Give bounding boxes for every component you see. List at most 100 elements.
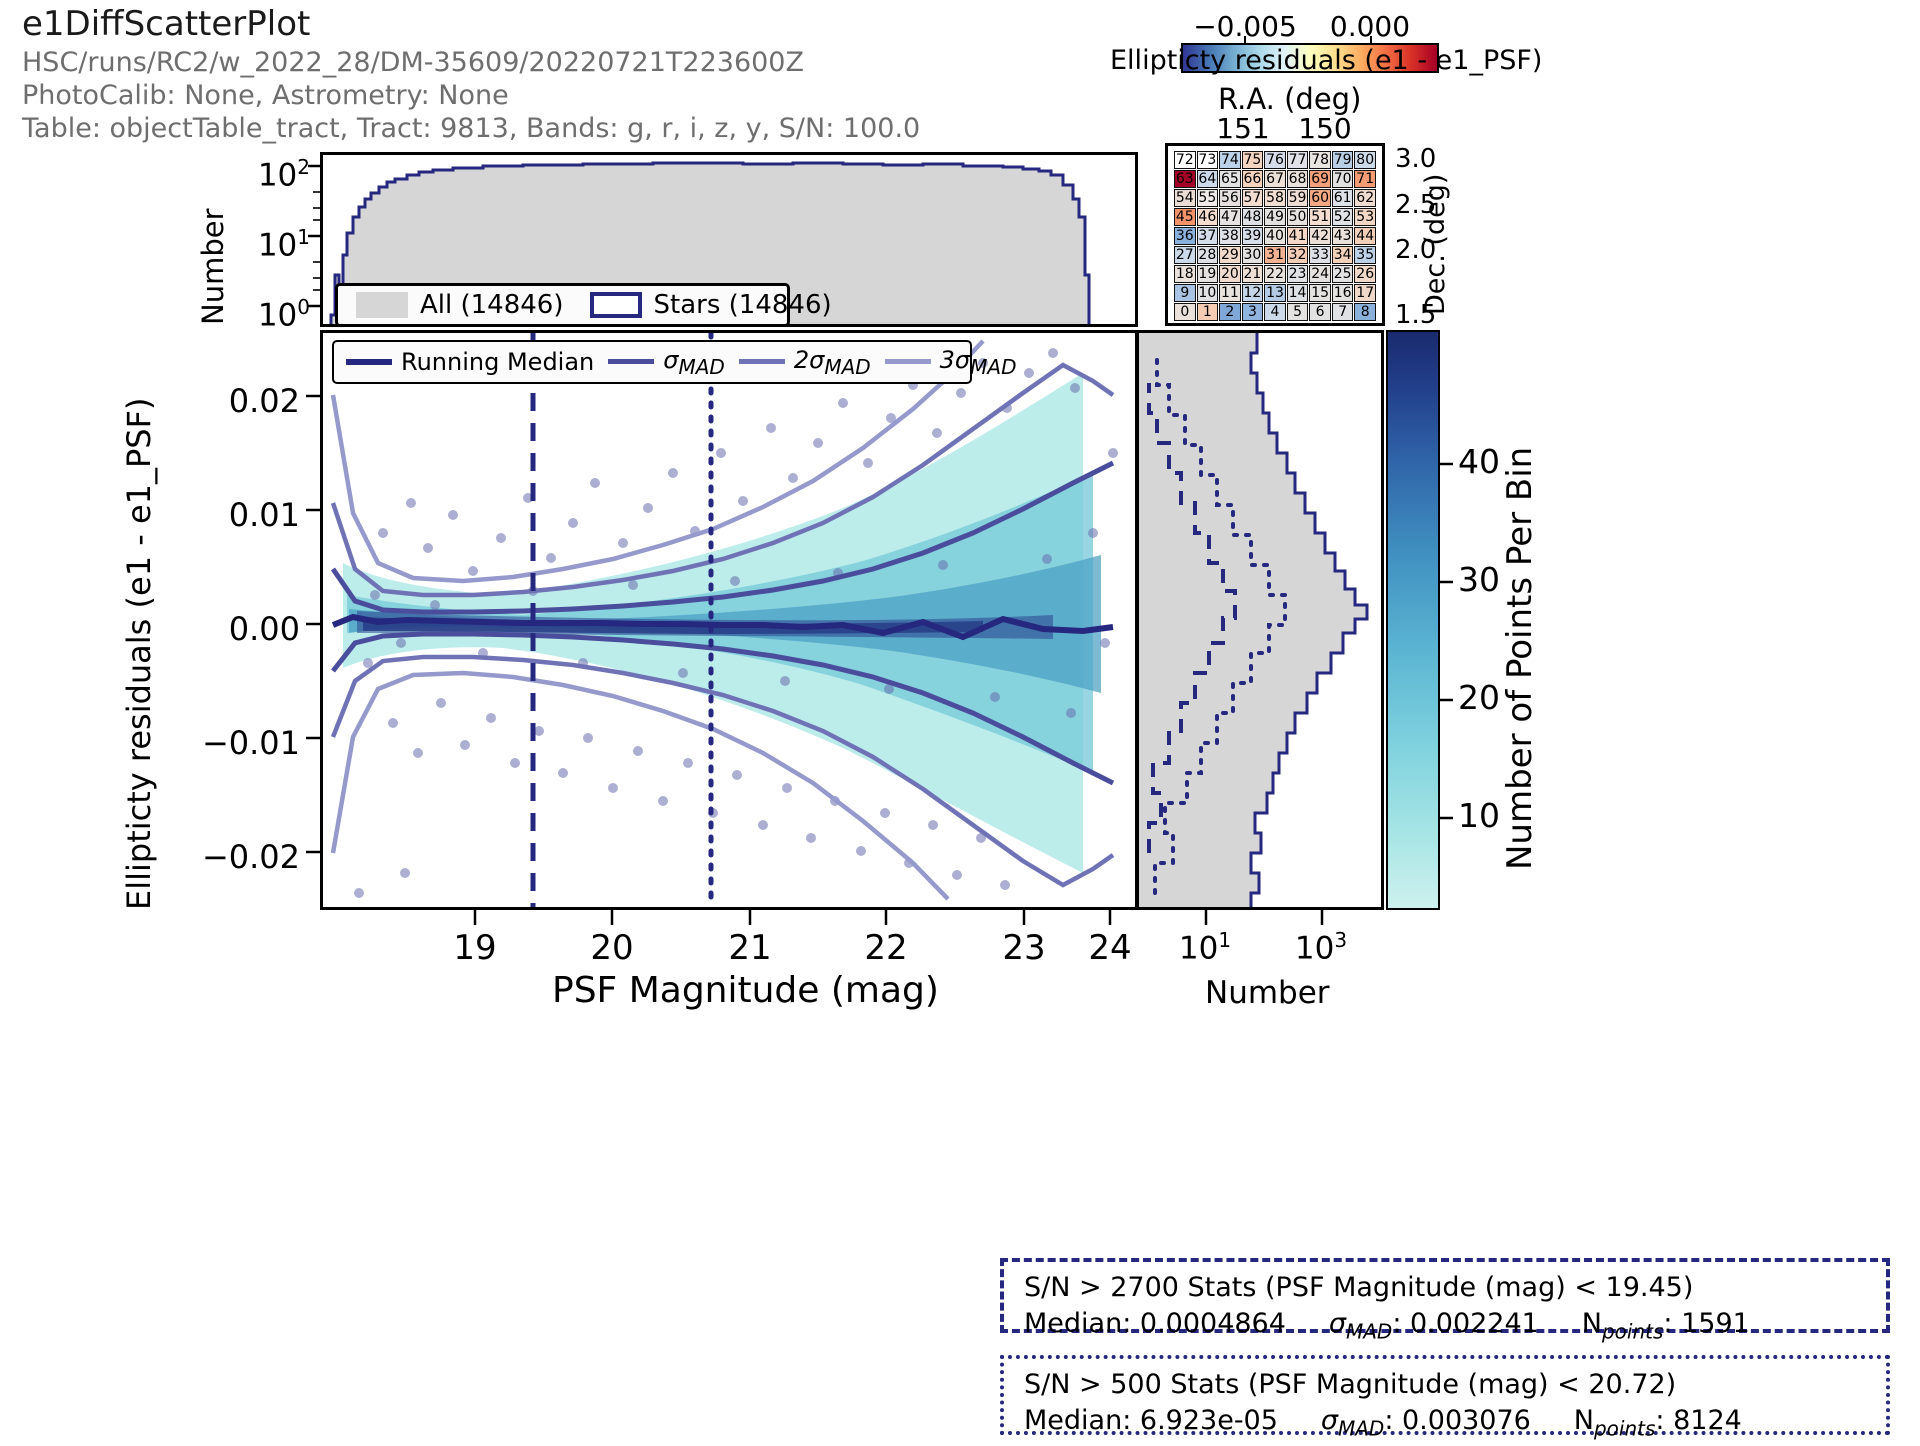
skymap-cell-16[interactable]: 16: [1331, 284, 1354, 302]
skymap-cell-50[interactable]: 50: [1286, 208, 1309, 226]
running-median-swatch: [346, 359, 392, 365]
skymap-cell-6[interactable]: 6: [1309, 303, 1331, 321]
skymap-cell-23[interactable]: 23: [1286, 265, 1309, 283]
skymap-cell-39[interactable]: 39: [1241, 227, 1264, 245]
skymap-cell-47[interactable]: 47: [1219, 208, 1241, 226]
two-sigma-upper: [330, 362, 1115, 598]
skymap-cell-8[interactable]: 8: [1354, 303, 1376, 321]
skymap-cell-29[interactable]: 29: [1219, 246, 1241, 264]
main-plot-legend[interactable]: Running Median σMAD 2σMAD 3σMAD: [332, 340, 1016, 384]
skymap-cell-71[interactable]: 71: [1354, 170, 1376, 188]
skymap-cell-36[interactable]: 36: [1174, 227, 1196, 245]
skymap-cell-55[interactable]: 55: [1196, 189, 1219, 207]
legend-item-all[interactable]: All (14846): [356, 290, 564, 320]
skymap-cell-18[interactable]: 18: [1174, 265, 1196, 283]
skymap-cell-48[interactable]: 48: [1241, 208, 1264, 226]
skymap-cell-69[interactable]: 69: [1309, 170, 1331, 188]
skymap-cell-4[interactable]: 4: [1264, 303, 1286, 321]
skymap-cell-70[interactable]: 70: [1331, 170, 1354, 188]
skymap-panel[interactable]: 72 73 74 75 76 77 78 79 80 63 64 65 66 67 68 69 70 71 54 55…: [1165, 143, 1385, 326]
skymap-cell-56[interactable]: 56: [1219, 189, 1241, 207]
skymap-cell-41[interactable]: 41: [1286, 227, 1309, 245]
skymap-cell-27[interactable]: 27: [1174, 246, 1196, 264]
skymap-cell-43[interactable]: 43: [1331, 227, 1354, 245]
colorbar-tick-30: 30: [1458, 560, 1500, 599]
top-hist-stars-outline: [329, 161, 1091, 324]
skymap-cell-49[interactable]: 49: [1264, 208, 1286, 226]
skymap-cell-label: 73: [1198, 152, 1217, 168]
skymap-cell-67[interactable]: 67: [1264, 170, 1286, 188]
skymap-cell-15[interactable]: 15: [1309, 284, 1331, 302]
skymap-cell-44[interactable]: 44: [1354, 227, 1376, 245]
skymap-cell-66[interactable]: 66: [1241, 170, 1264, 188]
skymap-cell-54[interactable]: 54: [1174, 189, 1196, 207]
skymap-cell-68[interactable]: 68: [1286, 170, 1309, 188]
skymap-cell-74[interactable]: 74: [1219, 151, 1241, 169]
skymap-cell-37[interactable]: 37: [1196, 227, 1219, 245]
skymap-cell-40[interactable]: 40: [1264, 227, 1286, 245]
skymap-cell-35[interactable]: 35: [1354, 246, 1376, 264]
skymap-cell-63[interactable]: 63: [1174, 170, 1196, 188]
skymap-cell-62[interactable]: 62: [1354, 189, 1376, 207]
skymap-cell-13[interactable]: 13: [1264, 284, 1286, 302]
skymap-cell-58[interactable]: 58: [1264, 189, 1286, 207]
skymap-cell-22[interactable]: 22: [1264, 265, 1286, 283]
skymap-cell-65[interactable]: 65: [1219, 170, 1241, 188]
stats-box-sn2700[interactable]: S/N > 2700 Stats (PSF Magnitude (mag) < …: [1000, 1258, 1890, 1343]
legend-running-median[interactable]: Running Median: [346, 348, 594, 376]
skymap-cell-24[interactable]: 24: [1309, 265, 1331, 283]
skymap-cell-45[interactable]: 45: [1174, 208, 1196, 226]
skymap-cell-0[interactable]: 0: [1174, 303, 1196, 321]
legend-sigma-mad[interactable]: σMAD: [608, 346, 725, 378]
skymap-cell-51[interactable]: 51: [1309, 208, 1331, 226]
skymap-cell-34[interactable]: 34: [1331, 246, 1354, 264]
skymap-cell-3[interactable]: 3: [1241, 303, 1264, 321]
skymap-cell-28[interactable]: 28: [1196, 246, 1219, 264]
skymap-cell-72[interactable]: 72: [1174, 151, 1196, 169]
skymap-cell-52[interactable]: 52: [1331, 208, 1354, 226]
stats-box-sn500[interactable]: S/N > 500 Stats (PSF Magnitude (mag) < 2…: [1000, 1355, 1890, 1440]
skymap-cell-2[interactable]: 2: [1219, 303, 1241, 321]
skymap-cell-7[interactable]: 7: [1331, 303, 1354, 321]
skymap-cell-20[interactable]: 20: [1219, 265, 1241, 283]
legend-2sigma-mad[interactable]: 2σMAD: [738, 346, 871, 378]
skymap-cell-79[interactable]: 79: [1331, 151, 1354, 169]
skymap-cell-73[interactable]: 73: [1196, 151, 1219, 169]
top-histogram-legend[interactable]: All (14846) Stars (14846): [335, 283, 832, 327]
legend-item-stars[interactable]: Stars (14846): [589, 290, 832, 320]
skymap-cell-19[interactable]: 19: [1196, 265, 1219, 283]
skymap-cell-76[interactable]: 76: [1264, 151, 1286, 169]
skymap-cell-label: 60: [1311, 190, 1330, 206]
skymap-cell-33[interactable]: 33: [1309, 246, 1331, 264]
skymap-cell-38[interactable]: 38: [1219, 227, 1241, 245]
skymap-cell-30[interactable]: 30: [1241, 246, 1264, 264]
skymap-cell-53[interactable]: 53: [1354, 208, 1376, 226]
side-histogram-panel[interactable]: [1136, 330, 1384, 910]
skymap-cell-21[interactable]: 21: [1241, 265, 1264, 283]
skymap-cell-5[interactable]: 5: [1286, 303, 1309, 321]
skymap-cell-57[interactable]: 57: [1241, 189, 1264, 207]
skymap-cell-42[interactable]: 42: [1309, 227, 1331, 245]
skymap-cell-59[interactable]: 59: [1286, 189, 1309, 207]
main-scatter-panel[interactable]: [320, 330, 1138, 910]
skymap-cell-1[interactable]: 1: [1196, 303, 1219, 321]
skymap-cell-32[interactable]: 32: [1286, 246, 1309, 264]
skymap-cell-26[interactable]: 26: [1354, 265, 1376, 283]
skymap-cell-10[interactable]: 10: [1196, 284, 1219, 302]
skymap-cell-77[interactable]: 77: [1286, 151, 1309, 169]
legend-3sigma-mad[interactable]: 3σMAD: [884, 346, 1016, 378]
skymap-cell-17[interactable]: 17: [1354, 284, 1376, 302]
skymap-cell-46[interactable]: 46: [1196, 208, 1219, 226]
skymap-cell-75[interactable]: 75: [1241, 151, 1264, 169]
skymap-cell-11[interactable]: 11: [1219, 284, 1241, 302]
skymap-cell-61[interactable]: 61: [1331, 189, 1354, 207]
skymap-cell-25[interactable]: 25: [1331, 265, 1354, 283]
skymap-cell-78[interactable]: 78: [1309, 151, 1331, 169]
skymap-cell-14[interactable]: 14: [1286, 284, 1309, 302]
skymap-cell-9[interactable]: 9: [1174, 284, 1196, 302]
skymap-cell-80[interactable]: 80: [1354, 151, 1376, 169]
skymap-cell-64[interactable]: 64: [1196, 170, 1219, 188]
skymap-cell-31[interactable]: 31: [1264, 246, 1286, 264]
skymap-cell-12[interactable]: 12: [1241, 284, 1264, 302]
skymap-cell-60[interactable]: 60: [1309, 189, 1331, 207]
